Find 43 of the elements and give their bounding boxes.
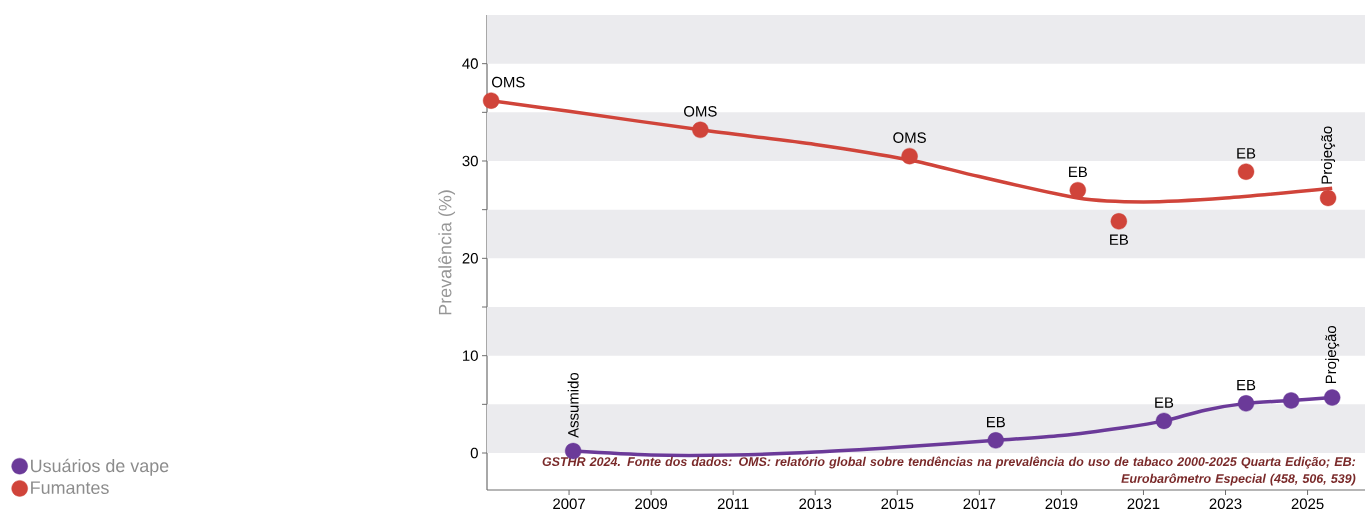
- x-tick-label: 2019: [1045, 498, 1078, 510]
- point: [1069, 182, 1087, 199]
- point: [1319, 189, 1337, 207]
- legend-label: Fumantes: [31, 481, 109, 494]
- y-tick-label: 30: [462, 155, 478, 167]
- y-axis-title: Prevalência (%): [438, 190, 456, 315]
- annotation: Projeção: [1321, 126, 1336, 184]
- y-tick-label: 0: [470, 447, 478, 459]
- annotation: OMS: [492, 76, 525, 88]
- x-tick-label: 2015: [881, 498, 914, 510]
- point: [1110, 213, 1128, 230]
- x-tick-label: 2021: [1127, 498, 1160, 510]
- point: [901, 147, 918, 165]
- annotation: EB: [1155, 397, 1174, 408]
- annotation: GSTHR 2024. Fonte dos dados: OMS: relatório global sobre tendências na prevalência do uso de tabaco 2000-2025 Quarta Edição; EB: Eurobarômetro Especial (458, 506, 539): [542, 456, 1356, 486]
- annotation: EB: [1237, 379, 1256, 391]
- annotation: EB: [1069, 166, 1087, 177]
- x-tick-label: 2023: [1209, 498, 1242, 510]
- annotation: Projeção: [1325, 325, 1340, 384]
- legend-label: Usuários de vape: [31, 458, 169, 476]
- annotation: EB: [1237, 148, 1256, 159]
- point: [1323, 389, 1341, 406]
- x-tick-label: 2011: [717, 498, 749, 510]
- annotation: Assumido: [567, 372, 579, 438]
- x-tick-label: 2007: [553, 498, 585, 510]
- point: [1237, 163, 1255, 180]
- x-tick-label: 2013: [799, 498, 832, 510]
- x-tick-label: 2025: [1291, 498, 1324, 510]
- annotation: OMS: [893, 132, 926, 143]
- y-tick-label: 40: [462, 58, 478, 69]
- point: [1155, 412, 1173, 430]
- annotation: EB: [987, 416, 1005, 428]
- annotation: OMS: [684, 106, 717, 117]
- point: [987, 432, 1004, 449]
- annotation: EB: [1110, 234, 1129, 245]
- x-tick-label: 2009: [635, 498, 668, 510]
- y-tick-label: 20: [462, 253, 478, 264]
- point: [1282, 392, 1300, 409]
- x-tick-label: 2017: [963, 498, 996, 510]
- point: [1237, 395, 1255, 412]
- point: [482, 92, 500, 109]
- point: [692, 121, 709, 139]
- y-tick-label: 10: [463, 350, 478, 361]
